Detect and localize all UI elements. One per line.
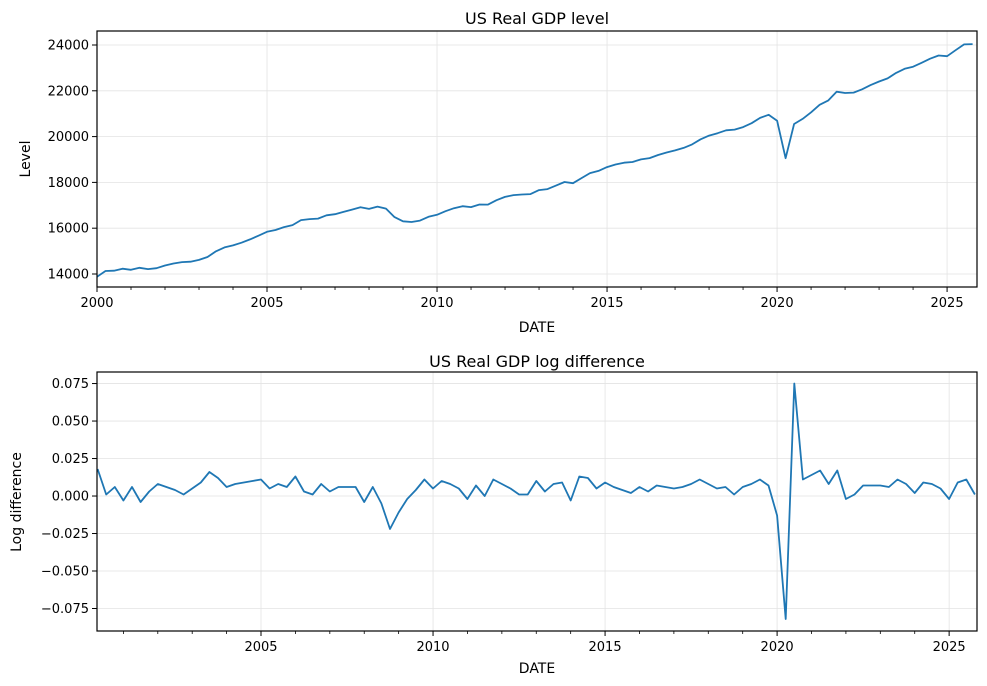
x-tick-label: 2015 xyxy=(589,640,622,655)
y-tick-label: 0.050 xyxy=(52,415,89,430)
y-tick-label: 20000 xyxy=(48,130,89,145)
y-tick-label: 0.075 xyxy=(52,377,89,392)
x-tick-label: 2010 xyxy=(416,640,449,655)
y-tick-label: 24000 xyxy=(48,38,89,53)
x-tick-label: 2020 xyxy=(761,296,794,311)
level-chart-title: US Real GDP level xyxy=(465,9,609,28)
level-y-axis-label: Level xyxy=(18,141,34,178)
y-tick-label: 0.025 xyxy=(52,452,89,467)
y-tick-label: 16000 xyxy=(48,222,89,237)
x-tick-label: 2015 xyxy=(590,296,623,311)
series-line xyxy=(97,43,973,278)
x-tick-label: 2005 xyxy=(244,640,277,655)
plot-frame xyxy=(96,371,978,632)
y-tick-label: 22000 xyxy=(48,84,89,99)
x-tick-label: 2005 xyxy=(250,296,283,311)
y-tick-label: 14000 xyxy=(48,267,89,282)
plot-frame xyxy=(96,30,978,288)
series-line xyxy=(97,382,976,620)
y-tick-label: −0.025 xyxy=(41,527,89,542)
y-tick-label: −0.050 xyxy=(41,565,89,580)
level-x-axis-label: DATE xyxy=(519,320,555,336)
y-tick-label: −0.075 xyxy=(41,602,89,617)
x-tick-label: 2010 xyxy=(420,296,453,311)
log-diff-panel: US Real GDP log difference DATE Log diff… xyxy=(9,352,978,677)
x-tick-label: 2025 xyxy=(933,640,966,655)
level-panel: US Real GDP level DATE Level 2000 2005 201… xyxy=(18,9,978,336)
log-diff-chart-title: US Real GDP log difference xyxy=(429,352,645,371)
x-tick-label: 2025 xyxy=(931,296,964,311)
x-tick-label: 2000 xyxy=(80,296,113,311)
y-tick-label: 18000 xyxy=(48,176,89,191)
x-tick-label: 2020 xyxy=(761,640,794,655)
log-diff-x-axis-label: DATE xyxy=(519,661,555,677)
y-tick-label: 0.000 xyxy=(52,490,89,505)
log-diff-y-axis-label: Log difference xyxy=(9,452,25,552)
